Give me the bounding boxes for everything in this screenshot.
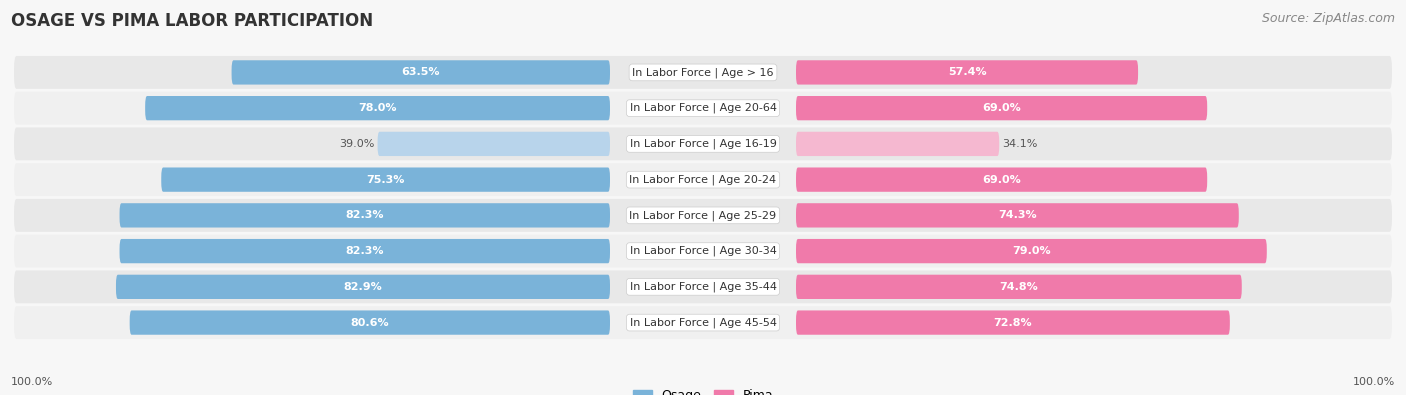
Text: Source: ZipAtlas.com: Source: ZipAtlas.com <box>1261 12 1395 25</box>
Text: In Labor Force | Age 30-34: In Labor Force | Age 30-34 <box>630 246 776 256</box>
FancyBboxPatch shape <box>14 163 1392 196</box>
Text: 80.6%: 80.6% <box>350 318 389 327</box>
Text: OSAGE VS PIMA LABOR PARTICIPATION: OSAGE VS PIMA LABOR PARTICIPATION <box>11 12 374 30</box>
Text: 79.0%: 79.0% <box>1012 246 1050 256</box>
Text: 75.3%: 75.3% <box>367 175 405 184</box>
Text: 63.5%: 63.5% <box>402 68 440 77</box>
Text: 74.3%: 74.3% <box>998 211 1036 220</box>
Text: In Labor Force | Age 35-44: In Labor Force | Age 35-44 <box>630 282 776 292</box>
Text: 72.8%: 72.8% <box>994 318 1032 327</box>
FancyBboxPatch shape <box>232 60 610 85</box>
FancyBboxPatch shape <box>115 275 610 299</box>
FancyBboxPatch shape <box>14 199 1392 232</box>
Text: 82.3%: 82.3% <box>346 211 384 220</box>
FancyBboxPatch shape <box>796 96 1208 120</box>
Text: In Labor Force | Age 25-29: In Labor Force | Age 25-29 <box>630 210 776 221</box>
Text: 39.0%: 39.0% <box>339 139 374 149</box>
FancyBboxPatch shape <box>796 310 1230 335</box>
Text: In Labor Force | Age > 16: In Labor Force | Age > 16 <box>633 67 773 78</box>
FancyBboxPatch shape <box>14 128 1392 160</box>
FancyBboxPatch shape <box>120 203 610 228</box>
Text: 69.0%: 69.0% <box>983 103 1021 113</box>
Text: 34.1%: 34.1% <box>1002 139 1038 149</box>
Legend: Osage, Pima: Osage, Pima <box>627 384 779 395</box>
Text: In Labor Force | Age 20-24: In Labor Force | Age 20-24 <box>630 174 776 185</box>
FancyBboxPatch shape <box>14 56 1392 89</box>
FancyBboxPatch shape <box>14 92 1392 124</box>
Text: 69.0%: 69.0% <box>983 175 1021 184</box>
FancyBboxPatch shape <box>796 239 1267 263</box>
Text: 82.3%: 82.3% <box>346 246 384 256</box>
FancyBboxPatch shape <box>14 306 1392 339</box>
FancyBboxPatch shape <box>14 235 1392 267</box>
Text: In Labor Force | Age 45-54: In Labor Force | Age 45-54 <box>630 317 776 328</box>
FancyBboxPatch shape <box>129 310 610 335</box>
FancyBboxPatch shape <box>796 132 1000 156</box>
Text: 74.8%: 74.8% <box>1000 282 1038 292</box>
Text: 100.0%: 100.0% <box>1353 377 1395 387</box>
FancyBboxPatch shape <box>796 203 1239 228</box>
FancyBboxPatch shape <box>14 271 1392 303</box>
Text: In Labor Force | Age 20-64: In Labor Force | Age 20-64 <box>630 103 776 113</box>
Text: 57.4%: 57.4% <box>948 68 987 77</box>
FancyBboxPatch shape <box>796 60 1137 85</box>
Text: 82.9%: 82.9% <box>343 282 382 292</box>
FancyBboxPatch shape <box>120 239 610 263</box>
Text: In Labor Force | Age 16-19: In Labor Force | Age 16-19 <box>630 139 776 149</box>
FancyBboxPatch shape <box>378 132 610 156</box>
Text: 100.0%: 100.0% <box>11 377 53 387</box>
FancyBboxPatch shape <box>796 167 1208 192</box>
FancyBboxPatch shape <box>145 96 610 120</box>
Text: 78.0%: 78.0% <box>359 103 396 113</box>
FancyBboxPatch shape <box>796 275 1241 299</box>
FancyBboxPatch shape <box>162 167 610 192</box>
